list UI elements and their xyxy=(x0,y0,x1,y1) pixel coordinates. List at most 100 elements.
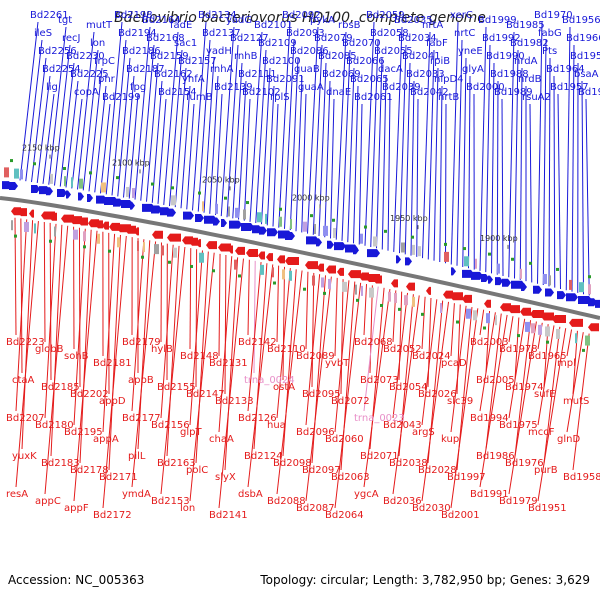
feature-category-mark xyxy=(126,186,129,197)
top-leader-line xyxy=(514,49,519,279)
top-gene-label: Bd2042 xyxy=(410,87,449,98)
top-leader-line xyxy=(94,85,107,193)
bottom-leader-line xyxy=(334,280,350,433)
scale-tick-label: 2150 kbp xyxy=(22,144,60,153)
bottom-gene-label: Bd2147 xyxy=(186,389,225,400)
top-gene-label: Bd1982 xyxy=(510,38,549,49)
top-leader-line xyxy=(180,85,191,209)
top-gene-label: Bd1990 xyxy=(486,51,525,62)
reverse-gene-arrow xyxy=(218,243,231,252)
feature-category-mark xyxy=(154,244,159,255)
feature-category-mark xyxy=(360,233,363,244)
top-gene-label: dacA xyxy=(378,64,403,75)
top-leader-line xyxy=(249,31,263,222)
feature-category-mark xyxy=(412,244,415,255)
top-leader-line xyxy=(307,26,319,234)
feature-category-mark xyxy=(531,323,535,334)
feature-category-mark xyxy=(235,207,239,218)
gc-marker xyxy=(517,334,520,338)
feature-category-mark xyxy=(215,203,218,214)
top-gene-label: fadE xyxy=(170,20,192,31)
bottom-leader-line xyxy=(305,276,332,502)
forward-gene-arrow xyxy=(533,285,542,294)
reverse-gene-arrow xyxy=(588,323,599,332)
feature-category-mark xyxy=(321,277,324,288)
top-leader-line xyxy=(140,44,155,201)
top-leader-line xyxy=(19,21,39,181)
bottom-gene-label: Bd2063 xyxy=(331,472,370,483)
bottom-gene-label: mpl xyxy=(557,358,576,369)
bottom-gene-label: Bd2148 xyxy=(180,351,219,362)
reverse-gene-arrow xyxy=(152,230,163,239)
bottom-leader-line xyxy=(276,270,303,495)
bottom-gene-label: Bd2195 xyxy=(64,427,103,438)
bottom-gene-label: Bd2178 xyxy=(70,465,109,476)
top-gene-label: Bd2261 xyxy=(30,10,69,21)
gc-marker xyxy=(171,186,174,190)
gc-marker xyxy=(488,252,491,256)
top-gene-label: copA xyxy=(74,87,99,98)
top-gene-label: Bd1966 xyxy=(566,33,600,44)
feature-category-mark xyxy=(199,252,204,263)
reverse-gene-arrow xyxy=(134,227,139,236)
bottom-gene-label: Bd2005 xyxy=(476,375,515,386)
feature-category-mark xyxy=(228,206,230,217)
top-gene-label: Bd1992 xyxy=(482,33,521,44)
bottom-gene-label: Bd2098 xyxy=(273,458,312,469)
bottom-gene-label: sohB xyxy=(64,351,89,362)
bottom-gene-label: Bd2131 xyxy=(209,358,248,369)
accession-text: Accession: NC_005363 xyxy=(8,573,145,587)
feature-category-mark xyxy=(373,236,377,247)
top-leader-line xyxy=(330,98,335,239)
top-leader-line xyxy=(422,31,431,259)
top-gene-label: Bd2168 xyxy=(146,33,185,44)
feature-category-mark xyxy=(272,267,274,278)
bottom-leader-line xyxy=(247,264,274,488)
gc-marker xyxy=(332,218,335,222)
forward-gene-arrow xyxy=(46,187,53,196)
genome-summary: Topology: circular; Length: 3,782,950 bp… xyxy=(260,573,590,587)
backbone xyxy=(0,196,600,320)
reverse-gene-arrow xyxy=(246,249,258,258)
feature-category-mark xyxy=(312,275,315,286)
gc-marker xyxy=(108,249,111,253)
reverse-gene-arrow xyxy=(530,310,544,319)
top-leader-line xyxy=(456,39,463,266)
bottom-gene-label: Bd1958 xyxy=(563,472,600,483)
top-leader-line xyxy=(220,26,235,217)
reverse-gene-arrow xyxy=(277,255,285,264)
top-leader-line xyxy=(491,62,495,274)
gene-labels: Bd2261 ileS Bd2256 Bd2254 lig tgt recJ Bd2230 Bd… xyxy=(6,10,600,521)
reverse-gene-arrow xyxy=(206,241,217,250)
gc-marker xyxy=(421,312,424,316)
bottom-gene-label: Bd2052 xyxy=(383,344,422,355)
top-gene-label: Bd2154 xyxy=(158,87,197,98)
top-gene-label: Bd2085 xyxy=(318,51,357,62)
forward-gene-arrow xyxy=(451,267,456,276)
top-gene-label: Bd1946 xyxy=(578,87,600,98)
top-leader-line xyxy=(209,75,219,214)
top-leader-line xyxy=(284,39,295,229)
bottom-leader-line xyxy=(369,285,373,374)
feature-category-mark xyxy=(538,324,542,335)
feature-category-mark xyxy=(161,245,164,256)
scale-ticks: 2150 kbp 2100 kbp 2050 kbp 2000 kbp 1950 kbp… xyxy=(22,144,518,249)
genome-title: Bdellovibrio bacteriovorus HD100, comple… xyxy=(114,10,486,26)
gc-marker xyxy=(10,159,13,163)
bottom-gene-label: Bd2181 xyxy=(93,358,132,369)
top-leader-line xyxy=(585,98,590,296)
top-gene-label: Bd1957 xyxy=(550,82,589,93)
bottom-leader-line xyxy=(160,246,186,495)
top-leader-line xyxy=(404,62,411,255)
reverse-gene-arrow xyxy=(348,270,361,279)
reverse-gene-arrow xyxy=(167,233,181,242)
forward-gene-arrow xyxy=(229,220,242,229)
feature-category-mark xyxy=(323,225,328,236)
bottom-leader-line xyxy=(537,325,555,426)
forward-gene-arrow xyxy=(78,192,84,201)
reverse-gene-arrow xyxy=(552,315,566,324)
top-leader-line xyxy=(433,67,439,261)
top-gene-label: Bd2254 xyxy=(42,64,81,75)
